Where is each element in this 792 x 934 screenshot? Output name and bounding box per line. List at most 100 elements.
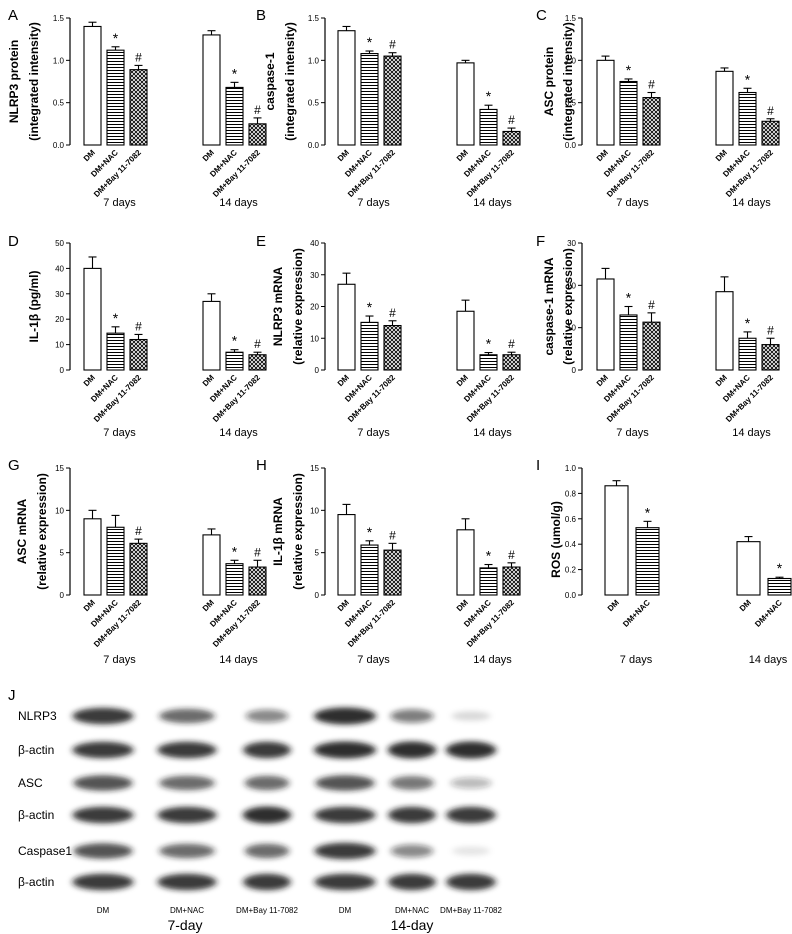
panel-letter: G: [8, 457, 20, 474]
blot-band: [313, 741, 377, 759]
x-group-label: 14 days: [749, 654, 788, 666]
x-group-label: 7 days: [103, 427, 136, 439]
bar: [619, 80, 638, 146]
bar: [83, 25, 102, 146]
blot-band: [157, 741, 217, 759]
bar: [479, 354, 498, 371]
bar: [106, 332, 125, 371]
chart-panel-b: B 0.0 0.5 1.0 1.5 caspase-1 (integrated intens…: [256, 7, 521, 209]
bar: [337, 30, 356, 146]
blot-band: [157, 873, 217, 891]
y-tick-label: 5: [60, 549, 65, 558]
blot-band: [446, 806, 496, 824]
panel-letter: B: [256, 7, 266, 24]
y-tick-label: 15: [310, 464, 319, 473]
bar: [642, 97, 661, 146]
blot-lane-label: DM: [339, 906, 352, 915]
bar: [225, 351, 244, 371]
bar: [604, 485, 629, 596]
y-tick-label: 0.2: [565, 566, 577, 575]
x-category-label: DM: [714, 373, 729, 388]
chart-panel-a: A 0.0 0.5 1.0 1.5 NLRP3 protein (integrated in…: [7, 7, 267, 209]
x-group-label: 14 days: [732, 197, 771, 209]
y-axis-label: ASC mRNA: [15, 499, 29, 565]
y-tick-label: 20: [310, 303, 319, 312]
bar: [456, 62, 475, 146]
blot-band: [315, 775, 375, 791]
y-tick-label: 1.5: [565, 14, 577, 23]
x-category-label: DM: [455, 598, 470, 613]
significance-mark: *: [367, 524, 373, 540]
y-axis-label: (integrated intensity): [27, 22, 41, 141]
x-group-label: 7 days: [103, 654, 136, 666]
y-axis-label: (relative expression): [561, 248, 575, 365]
blot-band: [446, 873, 496, 891]
significance-mark: *: [232, 65, 238, 81]
x-category-label: DM: [201, 148, 216, 163]
bar: [736, 541, 761, 596]
significance-mark: *: [367, 299, 373, 315]
y-tick-label: 1.5: [53, 14, 65, 23]
y-axis-label: IL-1β (pg/ml): [27, 271, 41, 343]
bar: [360, 544, 379, 596]
bar: [83, 518, 102, 596]
blot-band: [313, 707, 377, 725]
y-tick-label: 0.0: [565, 141, 577, 150]
y-axis-label: ASC protein: [542, 47, 556, 116]
bar: [635, 527, 660, 596]
blot-band: [157, 806, 217, 824]
y-tick-label: 0: [572, 366, 577, 375]
bar: [383, 324, 402, 371]
significance-mark: #: [389, 306, 396, 320]
y-tick-label: 1.0: [53, 56, 65, 65]
y-tick-label: 10: [55, 341, 64, 350]
y-tick-label: 30: [567, 239, 576, 248]
significance-mark: #: [508, 113, 515, 127]
x-group-label: 7 days: [103, 197, 136, 209]
significance-mark: *: [626, 62, 632, 78]
y-tick-label: 0.5: [565, 99, 577, 108]
y-axis-label: (relative expression): [35, 473, 49, 590]
x-group-label: 7 days: [357, 427, 390, 439]
significance-mark: *: [745, 71, 751, 87]
blot-band: [73, 775, 133, 791]
y-tick-label: 50: [55, 239, 64, 248]
blot-lane-label: DM+NAC: [395, 906, 429, 915]
blot-band: [244, 843, 290, 859]
significance-mark: *: [745, 315, 751, 331]
significance-mark: *: [777, 560, 783, 576]
blot-band: [452, 846, 490, 856]
blot-band: [243, 873, 291, 891]
x-group-label: 7 days: [357, 654, 390, 666]
significance-mark: #: [135, 50, 142, 64]
blot-row-label: β-actin: [18, 743, 54, 757]
x-group-label: 7 days: [620, 654, 653, 666]
y-axis-label: (relative expression): [291, 248, 305, 365]
y-axis-label: (integrated intensity): [561, 22, 575, 141]
y-tick-label: 0.0: [308, 141, 320, 150]
y-axis-label: ROS (umol/g): [549, 501, 563, 578]
x-category-label: DM: [714, 148, 729, 163]
significance-mark: #: [767, 323, 774, 337]
chart-panel-i: I 0.0 0.2 0.4 0.6 0.8 1.0 ROS (umol/g) DM * DM+NAC…: [536, 457, 792, 666]
x-category-label: DM: [595, 148, 610, 163]
y-tick-label: 5: [315, 549, 320, 558]
x-category-label: DM: [455, 148, 470, 163]
x-category-label: DM: [82, 373, 97, 388]
y-axis-label: caspase-1: [263, 52, 277, 110]
chart-panel-g: G 0 5 10 15 ASC mRNA (relative expression) DM DM…: [8, 457, 267, 666]
y-tick-label: 0: [60, 591, 65, 600]
x-group-label: 14 days: [473, 427, 512, 439]
bar: [83, 267, 102, 371]
bar: [337, 514, 356, 596]
y-tick-label: 40: [55, 264, 64, 273]
bar: [225, 563, 244, 596]
y-tick-label: 10: [310, 334, 319, 343]
significance-mark: *: [113, 30, 119, 46]
x-group-label: 14 days: [219, 197, 258, 209]
bar: [248, 566, 267, 596]
significance-mark: *: [232, 543, 238, 559]
blot-band: [390, 844, 434, 858]
blot-band: [387, 741, 437, 759]
